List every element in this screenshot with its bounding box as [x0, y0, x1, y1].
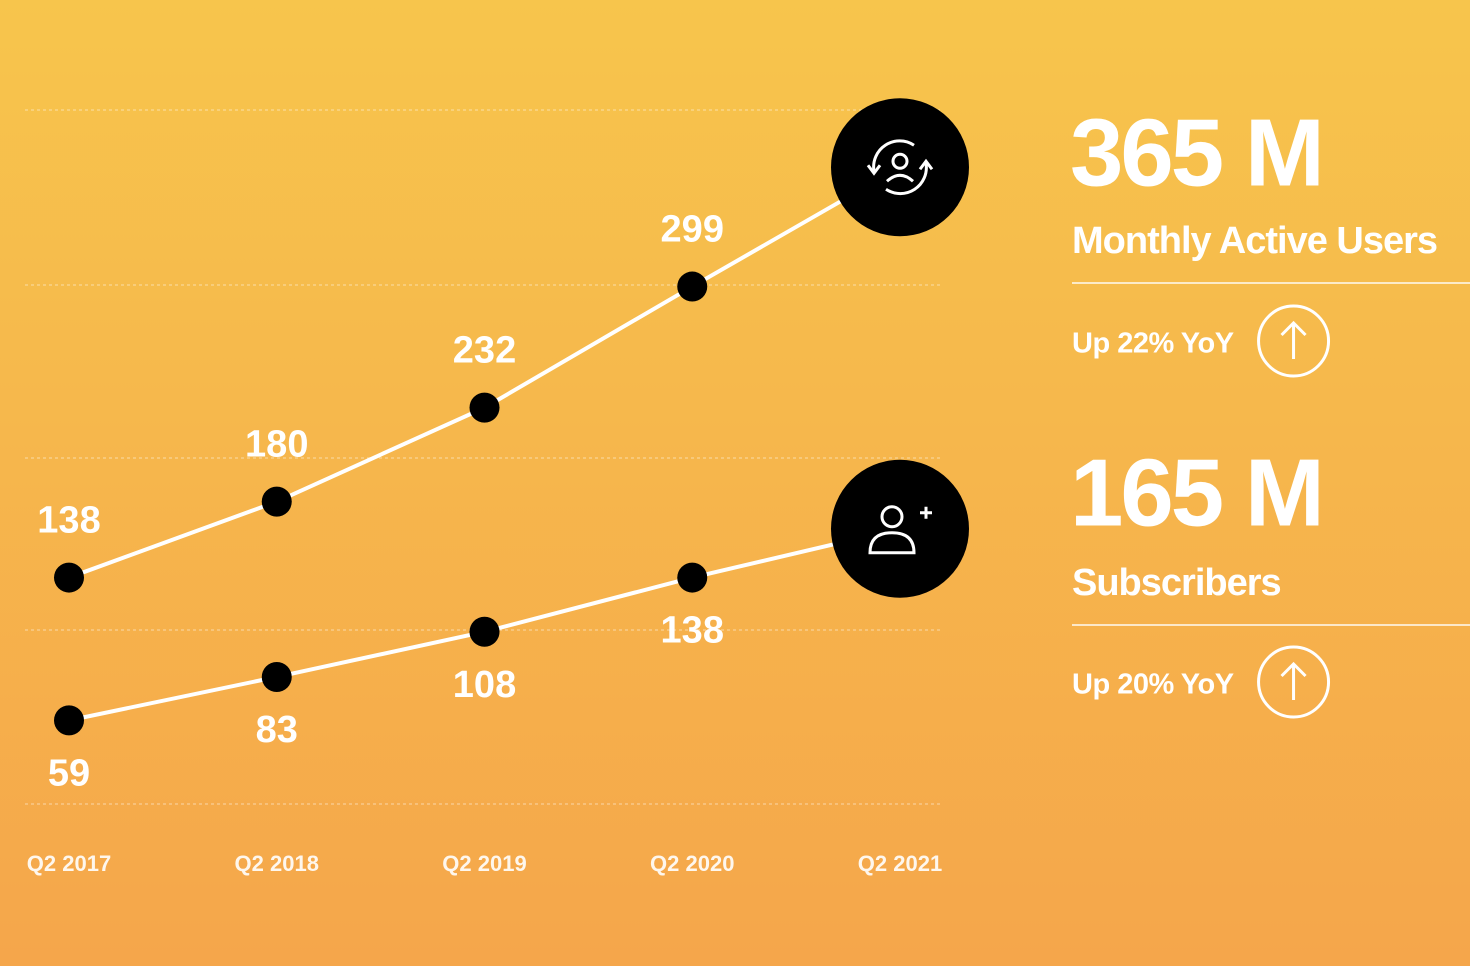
point [469, 392, 500, 423]
data-label: 83 [256, 709, 298, 751]
change-label: Up 20% YoY [1072, 669, 1234, 701]
icon-part [885, 173, 915, 183]
icon-part [866, 158, 934, 176]
x-tick-label: Q2 2017 [27, 851, 111, 876]
series-name: Monthly Active Users [1072, 220, 1437, 262]
data-label: 138 [661, 610, 724, 652]
data-label: 108 [453, 664, 516, 706]
icon-part [872, 139, 928, 196]
data-label: 232 [453, 330, 516, 372]
icon-part [920, 506, 932, 519]
headline-value: 365 M [1070, 99, 1322, 206]
data-label: 59 [48, 752, 90, 794]
badge-icon [868, 505, 932, 555]
icon-part [891, 152, 909, 170]
up-arrow-circle [1257, 304, 1331, 378]
point [677, 562, 708, 593]
series-name: Subscribers [1072, 562, 1281, 604]
badge-icon [866, 139, 934, 196]
data-label: 138 [37, 500, 100, 542]
point [469, 616, 500, 647]
x-tick-label: Q2 2020 [650, 851, 734, 876]
icon-part [880, 505, 904, 529]
headline-value: 165 M [1070, 439, 1322, 546]
icon-part [868, 531, 916, 555]
point [261, 661, 292, 692]
up-arrow [1280, 661, 1307, 700]
x-tick-label: Q2 2019 [442, 851, 526, 876]
change-label: Up 22% YoY [1072, 328, 1234, 360]
data-label: 180 [245, 424, 308, 466]
x-tick-label: Q2 2018 [235, 851, 319, 876]
point [54, 562, 84, 593]
point [54, 705, 84, 736]
x-tick-label: Q2 2021 [858, 851, 942, 876]
up-arrow-circle [1257, 645, 1331, 719]
point [261, 486, 292, 517]
up-arrow [1280, 320, 1307, 359]
point [677, 271, 708, 302]
endpoint-badge [831, 459, 969, 598]
data-label: 299 [661, 209, 724, 251]
